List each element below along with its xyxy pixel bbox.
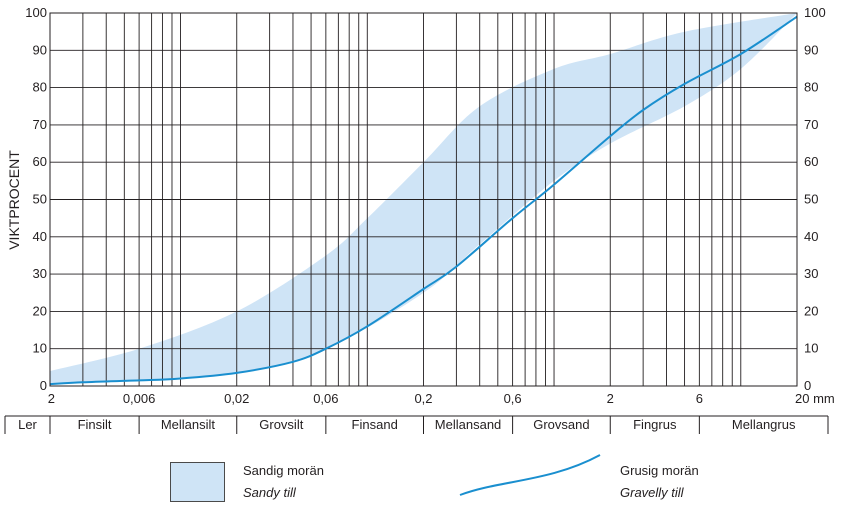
x-tick-label: 6 <box>696 391 703 406</box>
gravelly-till-line-layer <box>49 15 798 386</box>
y-tick-label-right: 50 <box>804 192 818 207</box>
gravelly-till-legend-swatch <box>459 454 601 496</box>
y-tick-label-right: 90 <box>804 42 818 57</box>
fraction-label: Mellansand <box>435 417 502 432</box>
x-tick-label: 0,02 <box>224 391 249 406</box>
x-tick-label: 20 mm <box>795 391 835 406</box>
sandy-till-legend-en: Sandy till <box>243 485 296 500</box>
y-tick-label-left: 10 <box>33 341 47 356</box>
gravelly-till-legend-text: Grusig morän Gravelly till <box>620 460 699 504</box>
fraction-label: Finsilt <box>78 417 112 432</box>
x-tick-label: 0,2 <box>414 391 432 406</box>
fraction-label: Grovsand <box>533 417 589 432</box>
fraction-scale: Ler Finsilt Mellansilt Grovsilt Finsand Mella… <box>4 415 829 434</box>
fraction-label: Fingrus <box>633 417 677 432</box>
plot-frame <box>49 12 798 387</box>
plot-border <box>49 12 798 387</box>
y-tick-label-right: 60 <box>804 154 818 169</box>
y-tick-label-left: 0 <box>40 378 47 393</box>
y-tick-label-left: 50 <box>33 192 47 207</box>
sandy-till-legend-sv: Sandig morän <box>243 463 324 478</box>
x-tick-label: 0,6 <box>504 391 522 406</box>
gravelly-till-line <box>49 15 798 386</box>
grain-size-chart: 0 0 10 10 20 20 30 30 40 40 50 50 60 60 70 70 80 80 90 90 10… <box>4 5 835 434</box>
y-tick-label-right: 100 <box>804 5 826 20</box>
y-tick-label-right: 40 <box>804 229 818 244</box>
grid-layer <box>49 12 798 387</box>
sandy-till-legend-swatch <box>170 462 225 502</box>
y-tick-label-right: 80 <box>804 80 818 95</box>
y-tick-label-left: 30 <box>33 266 47 281</box>
x-tick-label: 2 <box>607 391 614 406</box>
y-tick-label-left: 70 <box>33 117 47 132</box>
y-tick-label-right: 0 <box>804 378 811 393</box>
sandy-till-legend-text: Sandig morän Sandy till <box>243 460 324 504</box>
y-axis-label: VIKTPROCENT <box>6 150 22 250</box>
y-tick-label-right: 70 <box>804 117 818 132</box>
y-tick-label-left: 100 <box>25 5 47 20</box>
gravelly-till-legend-en: Gravelly till <box>620 485 684 500</box>
y-tick-label-right: 20 <box>804 303 818 318</box>
x-tick-label: 0,06 <box>313 391 338 406</box>
y-tick-label-left: 40 <box>33 229 47 244</box>
y-tick-label-right: 30 <box>804 266 818 281</box>
fraction-label: Ler <box>18 417 37 432</box>
y-tick-label-left: 20 <box>33 303 47 318</box>
fraction-label: Mellansilt <box>161 417 216 432</box>
fraction-label: Finsand <box>352 417 398 432</box>
x-tick-labels: 2 0,006 0,02 0,06 0,2 0,6 2 6 20 mm <box>48 391 835 406</box>
x-tick-label: 0,006 <box>123 391 156 406</box>
y-tick-label-left: 80 <box>33 80 47 95</box>
fraction-label: Grovsilt <box>259 417 303 432</box>
gravelly-till-legend-sv: Grusig morän <box>620 463 699 478</box>
x-tick-label: 2 <box>48 391 55 406</box>
y-tick-labels: 0 0 10 10 20 20 30 30 40 40 50 50 60 60 70 70 80 80 90 90 10… <box>25 5 825 393</box>
fraction-label: Mellangrus <box>732 417 796 432</box>
y-tick-label-left: 90 <box>33 42 47 57</box>
y-tick-label-left: 60 <box>33 154 47 169</box>
y-tick-label-right: 10 <box>804 341 818 356</box>
